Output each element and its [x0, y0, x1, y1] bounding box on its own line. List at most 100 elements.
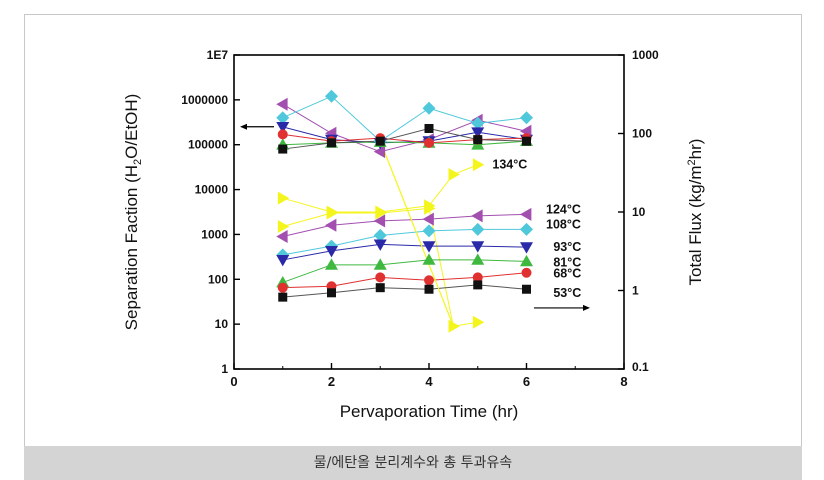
y-right-tick-label: 0.1: [632, 360, 649, 374]
series-53c-upper-point: [424, 123, 434, 133]
series-124c-lower-point: [520, 207, 532, 221]
right-axis-arrow-head: [583, 304, 590, 311]
series-108c-lower-point: [422, 224, 436, 238]
series-81c-lower-point: [325, 258, 338, 270]
series-108c-upper-point: [325, 89, 338, 103]
left-axis-arrow-head: [240, 123, 247, 130]
series-marks: [276, 89, 533, 333]
series-134c-lower-point: [375, 206, 387, 220]
series-134c-upper-point: [448, 168, 460, 182]
x-axis-label: Pervaporation Time (hr): [340, 402, 519, 421]
series-53c-upper-line: [282, 127, 527, 150]
series-81c-label: 81°C: [553, 255, 581, 269]
series-134c-upper-point: [277, 191, 290, 205]
series-93c-lower-point: [471, 241, 485, 253]
series-68c-lower-point: [375, 272, 386, 283]
series-108c-upper-point: [276, 111, 290, 125]
series-124c-lower-point: [422, 212, 434, 226]
series-124c-lower-point: [373, 214, 386, 228]
series-53c-label: 53°C: [553, 286, 581, 300]
series-134c-drop-line: [379, 140, 454, 327]
series-53c-upper-point: [522, 136, 531, 146]
series-93c-upper-point: [471, 127, 485, 139]
series-68c-lower-point: [472, 272, 483, 283]
series-53c-lower-line: [282, 284, 527, 298]
series-81c-lower-point: [520, 254, 533, 267]
series-53c-lower-point: [327, 288, 336, 298]
series-68c-lower-point: [424, 275, 434, 286]
series-108c-upper-point: [520, 111, 533, 125]
series-124c-upper-point: [373, 145, 386, 159]
y-right-tick-label: 100: [632, 127, 652, 141]
series-68c-lower-point: [521, 267, 532, 278]
y-left-tick-label: 1000000: [181, 93, 228, 107]
x-tick-label: 2: [328, 374, 335, 389]
series-lines: [282, 95, 527, 327]
series-108c-lower-point: [373, 228, 387, 242]
y-right-tick-label: 1: [632, 284, 639, 298]
x-tick-label: 8: [620, 374, 627, 389]
series-68c-label: 68°C: [553, 267, 581, 281]
y-left-tick-label: 1000: [201, 227, 228, 241]
series-134c-label: 134°C: [492, 158, 527, 172]
series-53c-lower-point: [424, 284, 434, 294]
series-93c-lower-point: [422, 241, 436, 253]
series-81c-upper-line: [282, 140, 527, 146]
series-53c-upper-point: [375, 136, 385, 146]
series-81c-lower-point: [373, 258, 387, 270]
series-93c-label: 93°C: [553, 240, 581, 254]
chart: 0 2 4 6 8 1 10 100 1000 10000 100000 1000000 1E7 0.1 1…: [122, 48, 705, 421]
series-81c-lower-line: [282, 259, 527, 283]
figure-caption: 물/에탄올 분리계수와 총 투과유속: [24, 446, 802, 480]
series-134c-lower-point: [472, 315, 485, 329]
series-108c-lower-line: [282, 228, 527, 256]
series-108c-lower-point: [471, 222, 485, 236]
y-left-tick-label: 100: [208, 272, 228, 286]
x-tick-label: 0: [230, 374, 237, 389]
series-81c-lower-point: [422, 253, 436, 265]
series-93c-upper-point: [276, 121, 290, 134]
axes: [233, 54, 625, 370]
series-134c-lower-point: [448, 319, 460, 333]
series-93c-lower-point: [325, 245, 338, 258]
series-53c-lower-point: [375, 283, 385, 293]
series-53c-upper-point: [473, 135, 483, 145]
series-68c-lower-line: [282, 272, 527, 289]
series-68c-upper-line: [282, 133, 527, 144]
series-124c-lower-point: [276, 229, 288, 243]
y-left-tick-label: 10000: [195, 183, 229, 197]
series-93c-lower-point: [373, 239, 387, 251]
series-53c-upper-point: [278, 144, 288, 154]
series-108c-upper-point: [422, 101, 436, 115]
series-93c-lower-point: [520, 242, 533, 254]
series-134c-upper-point: [472, 158, 485, 172]
series-134c-lower-point: [424, 201, 436, 215]
series-81c-lower-point: [471, 253, 485, 265]
labels: 0 2 4 6 8 1 10 100 1000 10000 100000 1000000 1E7 0.1 1…: [122, 48, 705, 421]
series-134c-upper-line: [282, 164, 478, 213]
series-108c-upper-point: [471, 116, 485, 130]
series-68c-upper-point: [277, 129, 288, 140]
series-124c-lower-point: [471, 209, 483, 223]
series-124c-upper-point: [276, 97, 288, 111]
x-tick-label: 4: [425, 374, 433, 389]
y-left-axis-label: Separation Faction (H2O/EtOH): [122, 94, 144, 331]
series-108c-label: 108°C: [546, 217, 581, 231]
series-134c-lower-point: [277, 220, 290, 234]
series-108c-lower-point: [520, 222, 533, 236]
series-134c-lower-point: [326, 206, 338, 220]
series-53c-upper-point: [327, 138, 336, 148]
y-left-tick-label: 1: [221, 362, 228, 376]
y-left-tick-label: 1E7: [207, 48, 229, 62]
series-124c-lower-line: [282, 213, 527, 237]
series-93c-lower-point: [276, 255, 290, 267]
series-53c-lower-point: [522, 284, 531, 294]
series-68c-lower-point: [277, 282, 288, 293]
figure-frame: 0 2 4 6 8 1 10 100 1000 10000 100000 1000000 1E7 0.1 1…: [24, 14, 802, 454]
y-right-tick-label: 10: [632, 205, 646, 219]
y-left-tick-label: 10: [215, 317, 229, 331]
series-68c-upper-point: [424, 137, 434, 148]
y-left-tick-label: 100000: [188, 138, 228, 152]
series-124c-lower-point: [325, 218, 337, 232]
y-right-axis-label: Total Flux (kg/m2hr): [686, 139, 705, 286]
